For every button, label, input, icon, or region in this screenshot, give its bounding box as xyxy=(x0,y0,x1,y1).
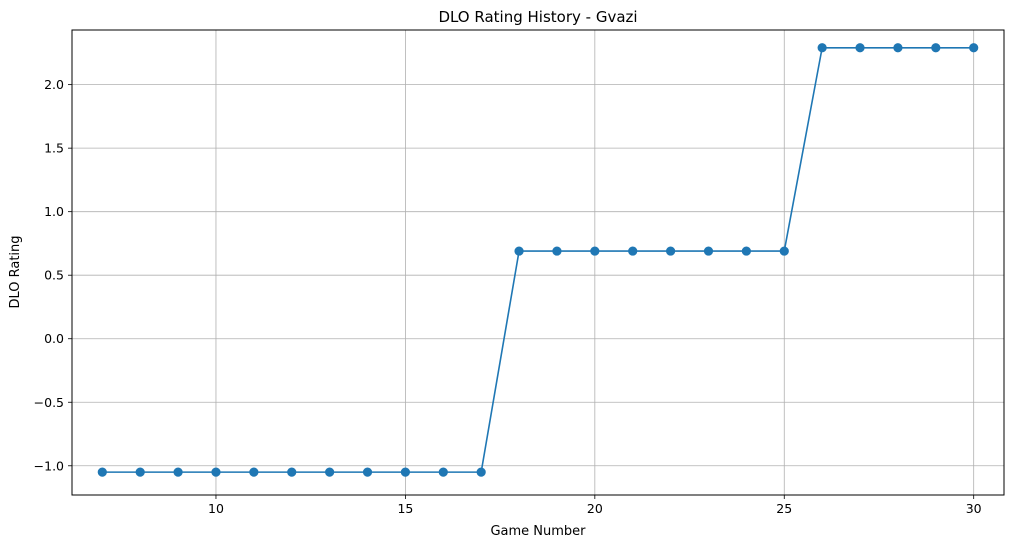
data-point xyxy=(703,246,714,256)
x-tick-label: 15 xyxy=(397,501,413,516)
x-tick-label: 20 xyxy=(587,501,603,516)
series-line xyxy=(102,46,974,473)
data-point xyxy=(628,246,638,256)
data-point xyxy=(969,43,979,53)
data-point xyxy=(590,246,600,256)
y-tick-label: 1.5 xyxy=(44,141,64,156)
x-tick-label: 25 xyxy=(776,501,792,516)
x-tick-label: 10 xyxy=(208,501,224,516)
data-point xyxy=(362,467,373,477)
data-point xyxy=(855,43,865,53)
y-tick-label: 0.0 xyxy=(44,331,64,346)
data-point xyxy=(817,43,827,53)
series-group xyxy=(97,43,979,477)
data-point xyxy=(476,467,486,477)
data-point xyxy=(400,467,410,477)
data-point xyxy=(438,467,448,477)
data-point xyxy=(173,467,183,477)
data-point xyxy=(325,467,335,477)
y-axis: −1.0 −0.5 0.0 0.5 1.0 1.5 2.0 xyxy=(34,77,72,473)
data-point xyxy=(779,246,789,256)
grid xyxy=(72,30,1004,495)
data-point xyxy=(552,246,562,256)
data-point xyxy=(741,246,751,256)
y-axis-label: DLO Rating xyxy=(8,235,23,308)
y-tick-label: −0.5 xyxy=(34,395,64,410)
chart-title: DLO Rating History - Gvazi xyxy=(438,8,637,26)
data-point xyxy=(931,43,941,53)
data-point xyxy=(893,43,903,53)
data-point xyxy=(287,467,297,477)
data-point xyxy=(211,467,221,477)
data-point xyxy=(666,246,676,256)
y-tick-label: 0.5 xyxy=(44,268,64,283)
data-point xyxy=(514,246,524,256)
y-tick-label: −1.0 xyxy=(34,458,64,473)
y-tick-label: 1.0 xyxy=(44,204,64,219)
data-point xyxy=(135,467,145,477)
x-axis-label: Game Number xyxy=(490,524,586,539)
data-point xyxy=(249,467,259,477)
plot-frame xyxy=(71,29,1005,496)
y-tick-label: 2.0 xyxy=(44,77,64,92)
x-tick-label: 30 xyxy=(966,501,982,516)
data-point xyxy=(97,467,107,477)
x-axis: 10 15 20 25 30 xyxy=(208,495,982,516)
